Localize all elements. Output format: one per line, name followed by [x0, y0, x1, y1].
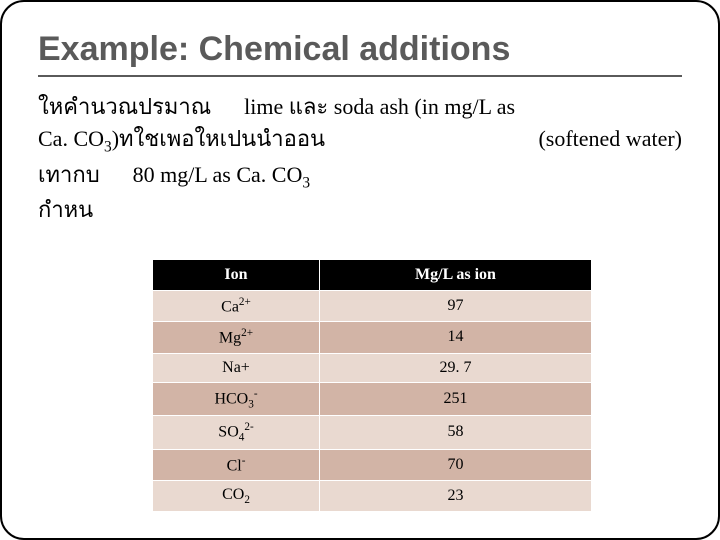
- cell-val: 23: [319, 481, 591, 512]
- body-line3a: เทากบ: [38, 162, 100, 187]
- body-line2a: Ca. CO: [38, 126, 104, 151]
- cell-ion: Ca2+: [153, 291, 320, 322]
- body-line3b: 80 mg/L as Ca. CO: [133, 162, 303, 187]
- cell-val: 251: [319, 382, 591, 416]
- table-row: CO223: [153, 481, 592, 512]
- body-text: ใหคำนวณปรมาณ lime และ soda ash (in mg/L …: [38, 91, 682, 226]
- table-row: Ca2+97: [153, 291, 592, 322]
- cell-val: 58: [319, 416, 591, 450]
- body-line3b-sub: 3: [302, 174, 310, 191]
- cell-ion: Na+: [153, 353, 320, 382]
- table-row: Mg2+14: [153, 322, 592, 353]
- cell-val: 97: [319, 291, 591, 322]
- cell-val: 70: [319, 449, 591, 480]
- table-row: Na+29. 7: [153, 353, 592, 382]
- table-row: HCO3-251: [153, 382, 592, 416]
- cell-ion: CO2: [153, 481, 320, 512]
- body-line2b: )ทใชเพอใหเปนนำออน: [112, 126, 325, 151]
- body-line2c: (softened water): [538, 123, 682, 155]
- body-line4: กำหน: [38, 197, 93, 222]
- body-line1a: ใหคำนวณปรมาณ: [38, 94, 211, 119]
- cell-ion: Mg2+: [153, 322, 320, 353]
- cell-val: 14: [319, 322, 591, 353]
- th-mgl: Mg/L as ion: [319, 260, 591, 291]
- slide-frame: Example: Chemical additions ใหคำนวณปรมาณ…: [0, 0, 720, 540]
- table-row: Cl-70: [153, 449, 592, 480]
- body-line2a-sub: 3: [104, 138, 112, 155]
- slide-title: Example: Chemical additions: [38, 30, 682, 77]
- cell-val: 29. 7: [319, 353, 591, 382]
- cell-ion: HCO3-: [153, 382, 320, 416]
- body-line1b: lime และ soda ash (in mg/L as: [244, 94, 515, 119]
- cell-ion: Cl-: [153, 449, 320, 480]
- th-ion: Ion: [153, 260, 320, 291]
- table-row: SO42-58: [153, 416, 592, 450]
- ion-table-wrap: Ion Mg/L as ion Ca2+97Mg2+14Na+29. 7HCO3…: [152, 259, 592, 512]
- ion-table: Ion Mg/L as ion Ca2+97Mg2+14Na+29. 7HCO3…: [152, 259, 592, 512]
- cell-ion: SO42-: [153, 416, 320, 450]
